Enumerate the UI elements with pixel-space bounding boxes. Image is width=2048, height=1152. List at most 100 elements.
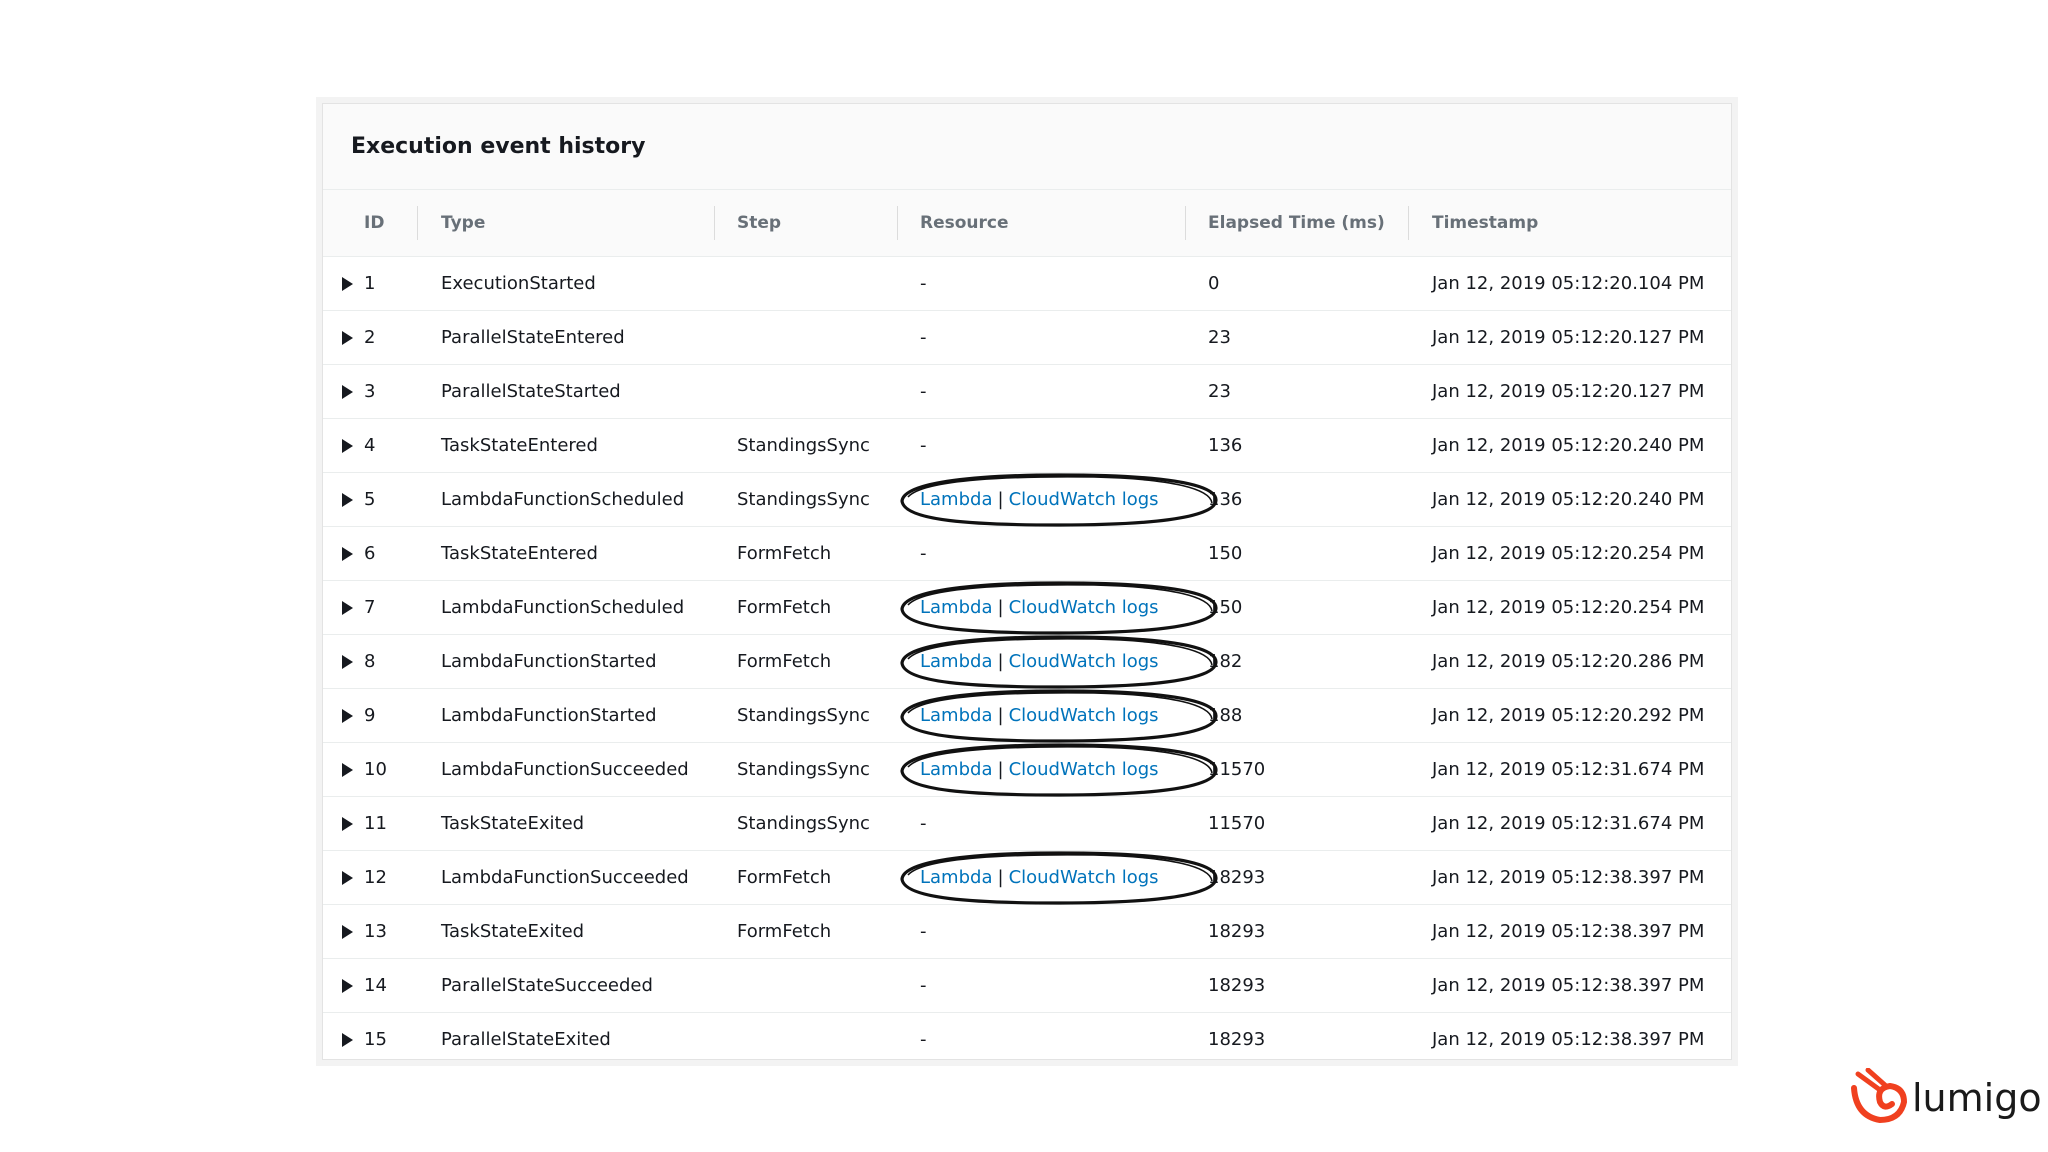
expand-row-triangle-icon[interactable] [342, 817, 353, 831]
event-step-cell: FormFetch [737, 597, 832, 618]
table-row[interactable]: 3 ParallelStateStarted - 23 Jan 12, 2019 05:… [323, 365, 1731, 419]
expand-row-triangle-icon[interactable] [342, 385, 353, 399]
expand-row-triangle-icon[interactable] [342, 655, 353, 669]
event-id-cell: 2 [364, 327, 376, 348]
column-header-id[interactable]: ID [364, 213, 385, 233]
resource-cell: Lambda | CloudWatch logs [894, 743, 1224, 797]
elapsed-time-cell: 18293 [1208, 867, 1266, 888]
expand-row-triangle-icon[interactable] [342, 871, 353, 885]
cloudwatch-logs-link[interactable]: CloudWatch logs [1008, 705, 1159, 726]
event-id-cell: 5 [364, 489, 376, 510]
lambda-link[interactable]: Lambda [920, 867, 993, 888]
event-type-cell: ParallelStateEntered [441, 327, 625, 348]
resource-cell: - [920, 435, 927, 456]
event-id-cell: 6 [364, 543, 376, 564]
table-row[interactable]: 13 TaskStateExited FormFetch - 18293 Jan 12, … [323, 905, 1731, 959]
event-step-cell: StandingsSync [737, 813, 870, 834]
event-step-cell: StandingsSync [737, 759, 870, 780]
event-step-cell: FormFetch [737, 543, 832, 564]
expand-row-triangle-icon[interactable] [342, 439, 353, 453]
table-row[interactable]: 14 ParallelStateSucceeded - 18293 Jan 12, 20… [323, 959, 1731, 1013]
resource-cell: - [920, 813, 927, 834]
timestamp-cell: Jan 12, 2019 05:12:38.397 PM [1432, 975, 1705, 996]
cloudwatch-logs-link[interactable]: CloudWatch logs [1008, 867, 1159, 888]
event-id-cell: 8 [364, 651, 376, 672]
table-row[interactable]: 11 TaskStateExited StandingsSync - 11570 Jan … [323, 797, 1731, 851]
resource-links: Lambda | CloudWatch logs [920, 851, 1159, 904]
column-header-resource[interactable]: Resource [920, 213, 1009, 233]
elapsed-time-cell: 150 [1208, 597, 1243, 618]
event-step-cell: StandingsSync [737, 705, 870, 726]
table-row[interactable]: 12 LambdaFunctionSucceeded FormFetch Lambda… [323, 851, 1731, 905]
timestamp-cell: Jan 12, 2019 05:12:20.292 PM [1432, 705, 1705, 726]
table-row[interactable]: 1 ExecutionStarted - 0 Jan 12, 2019 05:12:20… [323, 257, 1731, 311]
timestamp-cell: Jan 12, 2019 05:12:20.240 PM [1432, 489, 1705, 510]
elapsed-time-cell: 18293 [1208, 975, 1266, 996]
column-divider [1408, 206, 1409, 240]
resource-cell: Lambda | CloudWatch logs [894, 473, 1224, 527]
timestamp-cell: Jan 12, 2019 05:12:38.397 PM [1432, 921, 1705, 942]
lambda-link[interactable]: Lambda [920, 489, 993, 510]
elapsed-time-cell: 11570 [1208, 759, 1266, 780]
lambda-link[interactable]: Lambda [920, 759, 993, 780]
elapsed-time-cell: 182 [1208, 651, 1243, 672]
expand-row-triangle-icon[interactable] [342, 925, 353, 939]
column-header-type[interactable]: Type [441, 213, 486, 233]
timestamp-cell: Jan 12, 2019 05:12:20.254 PM [1432, 597, 1705, 618]
expand-row-triangle-icon[interactable] [342, 331, 353, 345]
cloudwatch-logs-link[interactable]: CloudWatch logs [1008, 597, 1159, 618]
link-separator: | [997, 867, 1004, 888]
table-row[interactable]: 9 LambdaFunctionStarted StandingsSync Lambd… [323, 689, 1731, 743]
expand-row-triangle-icon[interactable] [342, 277, 353, 291]
resource-cell: - [920, 921, 927, 942]
timestamp-cell: Jan 12, 2019 05:12:20.286 PM [1432, 651, 1705, 672]
event-step-cell: StandingsSync [737, 489, 870, 510]
event-type-cell: ParallelStateSucceeded [441, 975, 653, 996]
table-row[interactable]: 10 LambdaFunctionSucceeded StandingsSync La… [323, 743, 1731, 797]
table-row[interactable]: 7 LambdaFunctionScheduled FormFetch Lambda |… [323, 581, 1731, 635]
expand-row-triangle-icon[interactable] [342, 979, 353, 993]
event-type-cell: TaskStateExited [441, 921, 585, 942]
resource-cell: - [920, 543, 927, 564]
resource-links: Lambda | CloudWatch logs [920, 473, 1159, 526]
cloudwatch-logs-link[interactable]: CloudWatch logs [1008, 651, 1159, 672]
column-header-elapsed-time[interactable]: Elapsed Time (ms) [1208, 213, 1385, 233]
lumigo-logo-icon [1851, 1068, 1908, 1124]
expand-row-triangle-icon[interactable] [342, 1033, 353, 1047]
lambda-link[interactable]: Lambda [920, 651, 993, 672]
resource-links: Lambda | CloudWatch logs [920, 689, 1159, 742]
lambda-link[interactable]: Lambda [920, 597, 993, 618]
event-id-cell: 10 [364, 759, 387, 780]
expand-row-triangle-icon[interactable] [342, 547, 353, 561]
table-row[interactable]: 2 ParallelStateEntered - 23 Jan 12, 2019 05:… [323, 311, 1731, 365]
elapsed-time-cell: 18293 [1208, 1029, 1266, 1050]
link-separator: | [997, 597, 1004, 618]
table-row[interactable]: 6 TaskStateEntered FormFetch - 150 Jan 12, 20… [323, 527, 1731, 581]
column-header-timestamp[interactable]: Timestamp [1432, 213, 1539, 233]
event-id-cell: 14 [364, 975, 387, 996]
expand-row-triangle-icon[interactable] [342, 493, 353, 507]
expand-row-triangle-icon[interactable] [342, 763, 353, 777]
lambda-link[interactable]: Lambda [920, 705, 993, 726]
timestamp-cell: Jan 12, 2019 05:12:38.397 PM [1432, 867, 1705, 888]
expand-row-triangle-icon[interactable] [342, 709, 353, 723]
cloudwatch-logs-link[interactable]: CloudWatch logs [1008, 489, 1159, 510]
link-separator: | [997, 651, 1004, 672]
resource-cell: - [920, 327, 927, 348]
resource-cell: Lambda | CloudWatch logs [894, 581, 1224, 635]
column-header-step[interactable]: Step [737, 213, 782, 233]
event-type-cell: ExecutionStarted [441, 273, 596, 294]
elapsed-time-cell: 23 [1208, 381, 1231, 402]
cloudwatch-logs-link[interactable]: CloudWatch logs [1008, 759, 1159, 780]
table-row[interactable]: 15 ParallelStateExited - 18293 Jan 12, 2019 … [323, 1013, 1731, 1059]
expand-row-triangle-icon[interactable] [342, 601, 353, 615]
event-id-cell: 1 [364, 273, 376, 294]
event-id-cell: 13 [364, 921, 387, 942]
event-type-cell: LambdaFunctionStarted [441, 651, 657, 672]
resource-links: Lambda | CloudWatch logs [920, 635, 1159, 688]
table-row[interactable]: 4 TaskStateEntered StandingsSync - 136 Jan 12… [323, 419, 1731, 473]
table-row[interactable]: 5 LambdaFunctionScheduled StandingsSync Lam… [323, 473, 1731, 527]
resource-cell: - [920, 381, 927, 402]
table-row[interactable]: 8 LambdaFunctionStarted FormFetch Lambda | Cl… [323, 635, 1731, 689]
event-type-cell: LambdaFunctionSucceeded [441, 867, 689, 888]
